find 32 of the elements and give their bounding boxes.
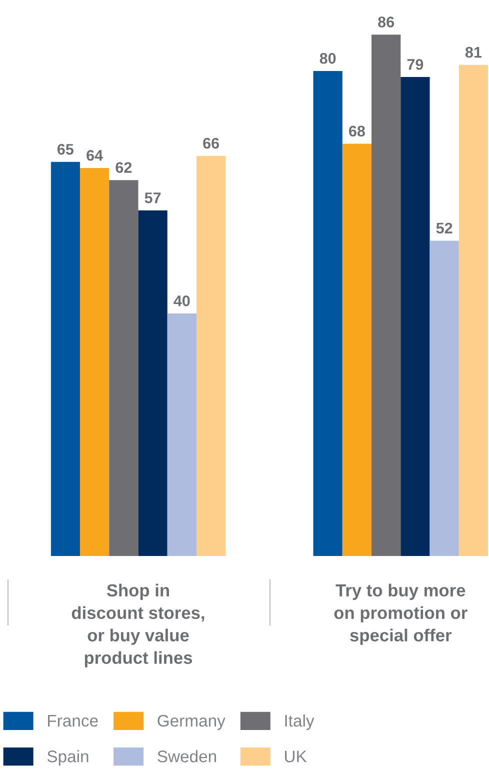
data-label: 62 <box>116 162 132 173</box>
data-label: 65 <box>57 144 74 155</box>
data-label: 68 <box>349 126 365 137</box>
legend-label: Germany <box>158 714 226 730</box>
data-label: 81 <box>465 46 482 58</box>
legend-label: France <box>48 715 98 727</box>
x-tick-label: Shop in discount stores, or buy value product lines <box>72 584 204 668</box>
legend-label: Spain <box>47 750 88 766</box>
data-label: 64 <box>86 150 103 161</box>
data-label: 66 <box>203 138 219 149</box>
bar <box>400 77 430 556</box>
bar <box>80 168 110 556</box>
bar <box>109 180 138 556</box>
legend-label: Italy <box>285 714 314 730</box>
bar <box>372 34 401 556</box>
bar <box>196 156 226 556</box>
bar <box>430 240 459 556</box>
x-tick-label: Try to buy more on promotion or special offer <box>334 584 468 645</box>
data-label: 40 <box>174 295 190 306</box>
data-label: 57 <box>144 192 161 204</box>
data-label: 80 <box>320 52 336 64</box>
legend-label: Sweden <box>158 750 216 762</box>
bar <box>458 64 488 556</box>
bar <box>50 162 80 556</box>
bar <box>342 144 372 556</box>
legend-label: UK <box>285 750 307 762</box>
bar <box>138 210 168 556</box>
data-label: 86 <box>378 16 394 28</box>
data-label: 79 <box>407 59 424 70</box>
bar <box>313 70 342 556</box>
bar <box>167 313 196 556</box>
data-label: 52 <box>436 222 452 234</box>
